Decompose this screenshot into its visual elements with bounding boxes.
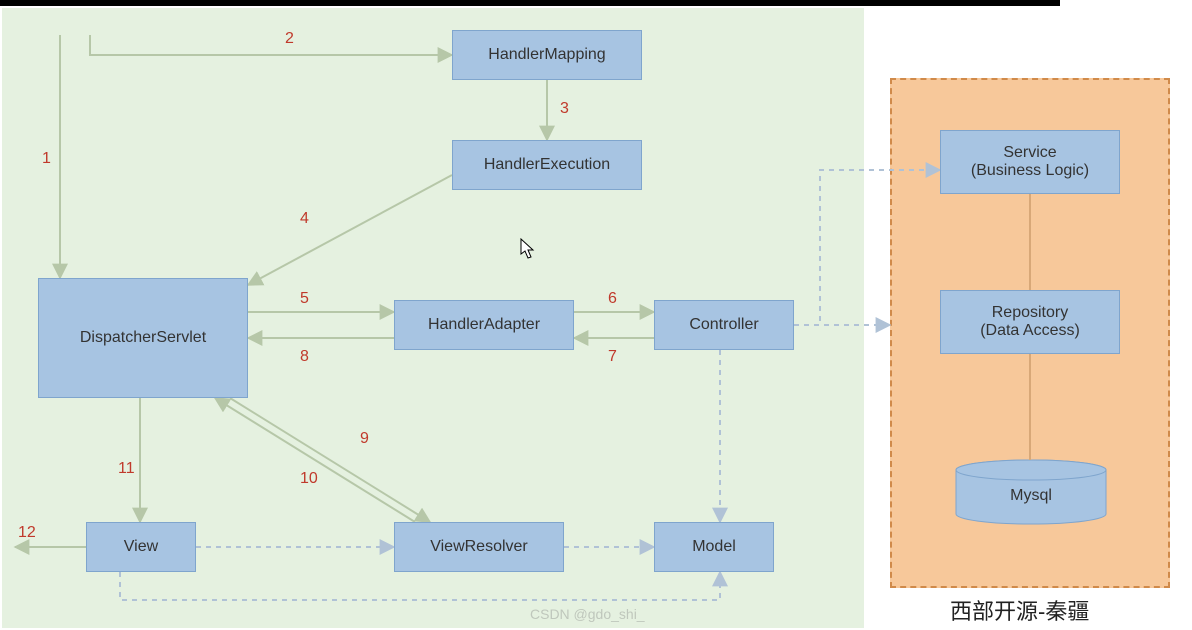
edge-label-1: 1: [42, 150, 51, 168]
node-viewResolver: ViewResolver: [394, 522, 564, 572]
edge-label-3: 3: [560, 100, 569, 118]
edge-label-11: 11: [118, 460, 135, 478]
node-view: View: [86, 522, 196, 572]
node-dispatcherServlet: DispatcherServlet: [38, 278, 248, 398]
edge-label-5: 5: [300, 290, 309, 308]
node-model: Model: [654, 522, 774, 572]
top-bar: [0, 0, 1060, 6]
node-handlerMapping: HandlerMapping: [452, 30, 642, 80]
edge-label-4: 4: [300, 210, 309, 228]
watermark: CSDN @gdo_shi_: [530, 606, 645, 622]
edge-label-7: 7: [608, 348, 617, 366]
edge-label-6: 6: [608, 290, 617, 308]
caption: 西部开源-秦疆: [950, 594, 1089, 626]
edge-label-8: 8: [300, 348, 309, 366]
node-controller: Controller: [654, 300, 794, 350]
edge-label-10: 10: [300, 470, 318, 488]
edge-label-12: 12: [18, 524, 36, 542]
node-handlerAdapter: HandlerAdapter: [394, 300, 574, 350]
edge-label-9: 9: [360, 430, 369, 448]
node-service: Service (Business Logic): [940, 130, 1120, 194]
node-repository: Repository (Data Access): [940, 290, 1120, 354]
edge-label-2: 2: [285, 30, 294, 48]
node-handlerExecution: HandlerExecution: [452, 140, 642, 190]
